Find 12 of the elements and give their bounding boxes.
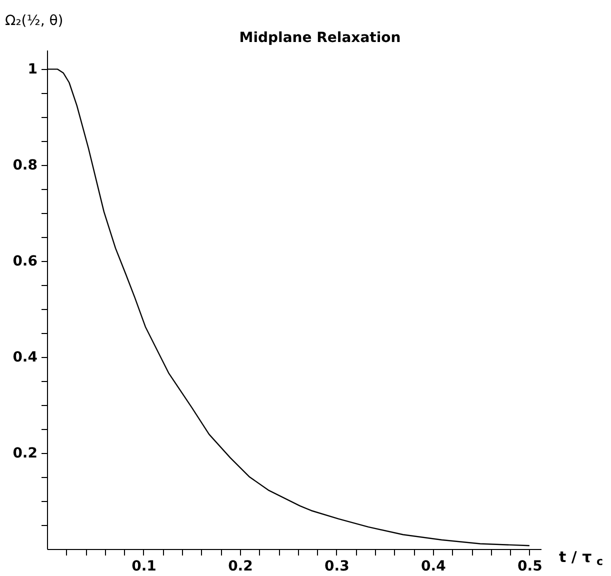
x-tick-label: 0.1 [132,558,156,574]
x-tick-label: 0.4 [421,558,446,574]
x-tick-label: 0.3 [324,558,350,574]
y-tick-label: 1 [28,62,38,78]
y-tick-label: 0.8 [12,158,38,174]
y-tick-label: 0.6 [12,254,38,270]
x-tick-label: 0.2 [228,558,253,574]
y-axis-title: Ω₂(½, θ) [5,13,64,29]
chart-title: Midplane Relaxation [239,30,401,46]
x-tick-label: 0.5 [518,558,542,574]
y-tick-label: 0.4 [12,350,38,366]
y-tick-label: 0.2 [12,446,38,462]
